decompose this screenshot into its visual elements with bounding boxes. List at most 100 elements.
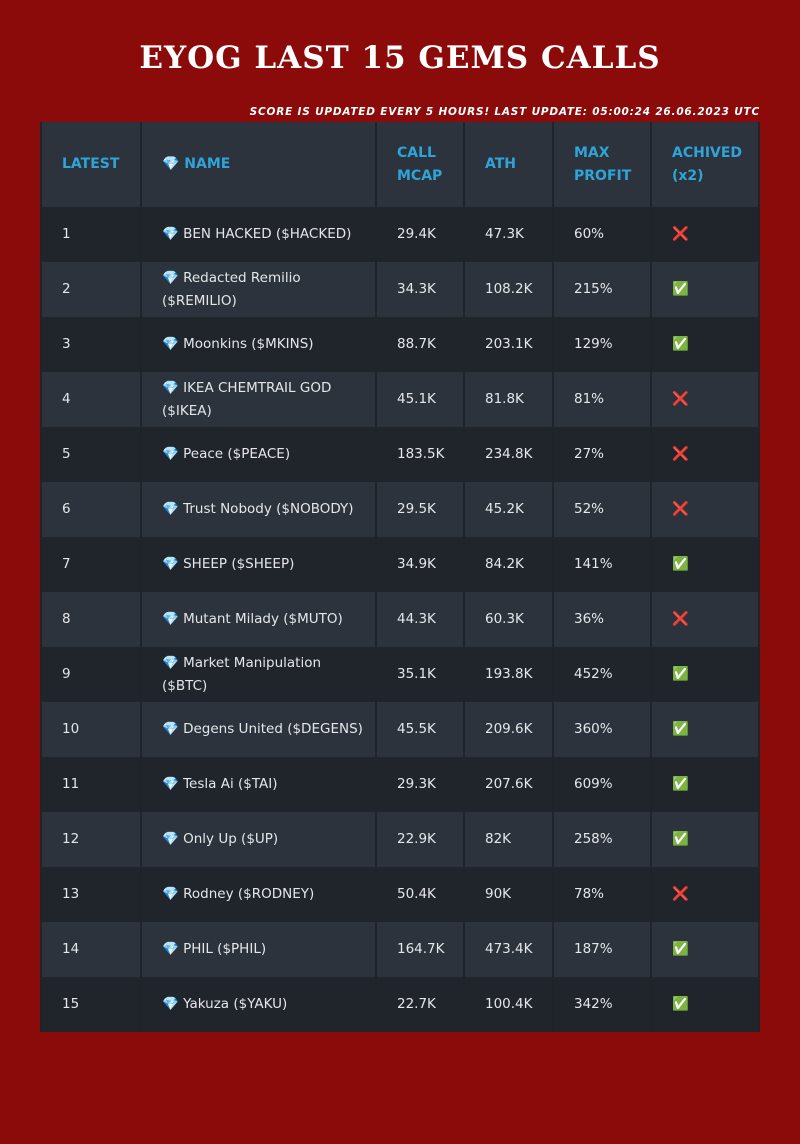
table-cell: 183.5K (377, 427, 463, 482)
table-cell: 💎 BEN HACKED ($HACKED) (142, 207, 375, 262)
table-cell: 💎 Peace ($PEACE) (142, 427, 375, 482)
table-cell: 108.2K (465, 262, 552, 317)
table-row: 2 💎 Redacted Remilio ($REMILIO) 34.3K 108.2… (42, 262, 758, 317)
table-cell: 50.4K (377, 867, 463, 922)
table-cell: 4 (42, 372, 140, 427)
table-cell: 52% (554, 482, 650, 537)
table-cell: 129% (554, 317, 650, 372)
table-cell: 193.8K (465, 647, 552, 702)
column-header: CALL MCAP (377, 122, 463, 207)
table-cell: 47.3K (465, 207, 552, 262)
table-cell: 141% (554, 537, 650, 592)
column-header: 💎 NAME (142, 122, 375, 207)
table-row: 8 💎 Mutant Milady ($MUTO) 44.3K 60.3K 36% ❌ (42, 592, 758, 647)
table-cell: 2 (42, 262, 140, 317)
table-cell: 360% (554, 702, 650, 757)
table-cell: ❌ (652, 427, 758, 482)
table-cell: 5 (42, 427, 140, 482)
table-cell: 15 (42, 977, 140, 1032)
table-cell: 6 (42, 482, 140, 537)
table-cell: ✅ (652, 812, 758, 867)
table-cell: 342% (554, 977, 650, 1032)
table-row: 10 💎 Degens United ($DEGENS) 45.5K 209.6K 36… (42, 702, 758, 757)
table-cell: 84.2K (465, 537, 552, 592)
table-cell: 10 (42, 702, 140, 757)
table-cell: 💎 Trust Nobody ($NOBODY) (142, 482, 375, 537)
table-cell: 29.5K (377, 482, 463, 537)
table-row: 12 💎 Only Up ($UP) 22.9K 82K 258% ✅ (42, 812, 758, 867)
table-cell: 💎 IKEA CHEMTRAIL GOD ($IKEA) (142, 372, 375, 427)
subtitle: SCORE IS UPDATED EVERY 5 HOURS! LAST UPD… (249, 106, 760, 118)
table-cell: 7 (42, 537, 140, 592)
table-cell: 164.7K (377, 922, 463, 977)
table-cell: ✅ (652, 317, 758, 372)
header-row: LATEST 💎 NAME CALL MCAP ATH MAX PROFIT ACHIVE… (42, 122, 758, 207)
column-header: ACHIVED (x2) (652, 122, 758, 207)
table-row: 9 💎 Market Manipulation ($BTC) 35.1K 193.8K… (42, 647, 758, 702)
column-header: MAX PROFIT (554, 122, 650, 207)
table-cell: 💎 Redacted Remilio ($REMILIO) (142, 262, 375, 317)
table-cell: 36% (554, 592, 650, 647)
table-row: 15 💎 Yakuza ($YAKU) 22.7K 100.4K 342% ✅ (42, 977, 758, 1032)
table-cell: 81% (554, 372, 650, 427)
table-cell: 3 (42, 317, 140, 372)
table-cell: 22.9K (377, 812, 463, 867)
table-cell: 💎 Market Manipulation ($BTC) (142, 647, 375, 702)
table-cell: ❌ (652, 592, 758, 647)
table-cell: 82K (465, 812, 552, 867)
table-cell: 29.3K (377, 757, 463, 812)
table-cell: 90K (465, 867, 552, 922)
table-row: 1 💎 BEN HACKED ($HACKED) 29.4K 47.3K 60% ❌ (42, 207, 758, 262)
table-cell: 234.8K (465, 427, 552, 482)
table-cell: 60% (554, 207, 650, 262)
table-cell: 💎 Yakuza ($YAKU) (142, 977, 375, 1032)
table-cell: 8 (42, 592, 140, 647)
table-cell: 35.1K (377, 647, 463, 702)
table-row: 7 💎 SHEEP ($SHEEP) 34.9K 84.2K 141% ✅ (42, 537, 758, 592)
table-cell: 💎 Only Up ($UP) (142, 812, 375, 867)
table-cell: 203.1K (465, 317, 552, 372)
table-cell: 34.9K (377, 537, 463, 592)
table-cell: 13 (42, 867, 140, 922)
calls-table: LATEST 💎 NAME CALL MCAP ATH MAX PROFIT ACHIVE… (40, 122, 760, 1032)
table-cell: 11 (42, 757, 140, 812)
table-row: 14 💎 PHIL ($PHIL) 164.7K 473.4K 187% ✅ (42, 922, 758, 977)
table-cell: 💎 Rodney ($RODNEY) (142, 867, 375, 922)
table-cell: 81.8K (465, 372, 552, 427)
table-cell: ✅ (652, 262, 758, 317)
table-cell: 100.4K (465, 977, 552, 1032)
table-cell: 9 (42, 647, 140, 702)
table-cell: 27% (554, 427, 650, 482)
table-cell: 452% (554, 647, 650, 702)
table-cell: 💎 PHIL ($PHIL) (142, 922, 375, 977)
table-cell: ✅ (652, 757, 758, 812)
table-cell: ✅ (652, 537, 758, 592)
table-body: 1 💎 BEN HACKED ($HACKED) 29.4K 47.3K 60% ❌ 2 💎 … (42, 207, 758, 1032)
table-cell: 29.4K (377, 207, 463, 262)
table-cell: 207.6K (465, 757, 552, 812)
table-row: 5 💎 Peace ($PEACE) 183.5K 234.8K 27% ❌ (42, 427, 758, 482)
table-cell: 44.3K (377, 592, 463, 647)
table-cell: ❌ (652, 867, 758, 922)
table-row: 11 💎 Tesla Ai ($TAI) 29.3K 207.6K 609% ✅ (42, 757, 758, 812)
table-cell: 22.7K (377, 977, 463, 1032)
table-cell: 14 (42, 922, 140, 977)
table-cell: 609% (554, 757, 650, 812)
table-cell: 💎 SHEEP ($SHEEP) (142, 537, 375, 592)
table-cell: 12 (42, 812, 140, 867)
table-cell: 45.5K (377, 702, 463, 757)
table-cell: 473.4K (465, 922, 552, 977)
table-cell: 215% (554, 262, 650, 317)
table-cell: 187% (554, 922, 650, 977)
table-cell: 209.6K (465, 702, 552, 757)
table-cell: 45.2K (465, 482, 552, 537)
column-header: ATH (465, 122, 552, 207)
table-cell: ❌ (652, 482, 758, 537)
table-row: 4 💎 IKEA CHEMTRAIL GOD ($IKEA) 45.1K 81.8K 8… (42, 372, 758, 427)
table-row: 13 💎 Rodney ($RODNEY) 50.4K 90K 78% ❌ (42, 867, 758, 922)
title: EYOG LAST 15 GEMS CALLS (139, 40, 661, 76)
table-cell: 258% (554, 812, 650, 867)
table-cell: 💎 Degens United ($DEGENS) (142, 702, 375, 757)
table-cell: ❌ (652, 372, 758, 427)
